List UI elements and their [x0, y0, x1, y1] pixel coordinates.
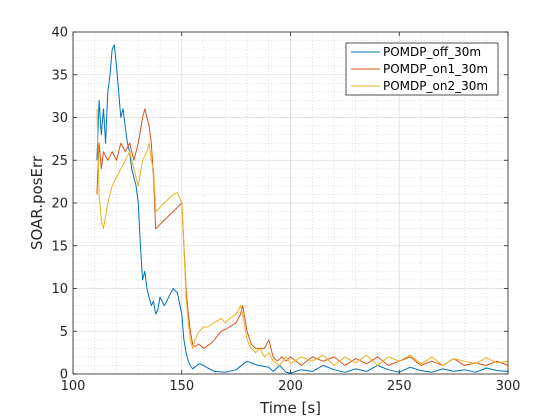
x-tick-label: 150 [169, 379, 194, 394]
y-tick-label: 35 [51, 68, 68, 83]
y-tick-label: 30 [51, 111, 68, 126]
legend: POMDP_off_30m POMDP_on1_30m POMDP_on2_30… [345, 42, 499, 96]
legend-label-pomdp-on2: POMDP_on2_30m [383, 79, 488, 93]
y-tick-labels: 0 5 10 15 20 25 30 35 40 [51, 26, 68, 383]
y-tick-label: 10 [51, 282, 68, 297]
y-tick-label: 20 [51, 197, 68, 212]
series-line-pomdp-on1 [96, 108, 509, 366]
x-axis-label: Time [s] [259, 399, 321, 417]
y-axis-label: SOAR.posErr [28, 155, 46, 250]
y-tick-label: 15 [51, 239, 68, 254]
axis-ticks [72, 31, 509, 375]
legend-label-pomdp-on1: POMDP_on1_30m [383, 62, 488, 76]
x-tick-labels: 100 150 200 250 300 [61, 379, 521, 394]
y-tick-label: 40 [51, 26, 68, 41]
x-tick-label: 250 [387, 379, 412, 394]
y-tick-label: 25 [51, 154, 68, 169]
series-line-pomdp-off [96, 44, 509, 374]
x-tick-label: 300 [496, 379, 521, 394]
series-line-pomdp-on2 [96, 108, 509, 366]
y-tick-label: 5 [60, 325, 68, 340]
legend-label-pomdp-off: POMDP_off_30m [383, 45, 481, 59]
x-tick-label: 100 [61, 379, 86, 394]
y-tick-label: 0 [60, 368, 68, 383]
series-lines [96, 44, 509, 374]
x-tick-label: 200 [278, 379, 303, 394]
